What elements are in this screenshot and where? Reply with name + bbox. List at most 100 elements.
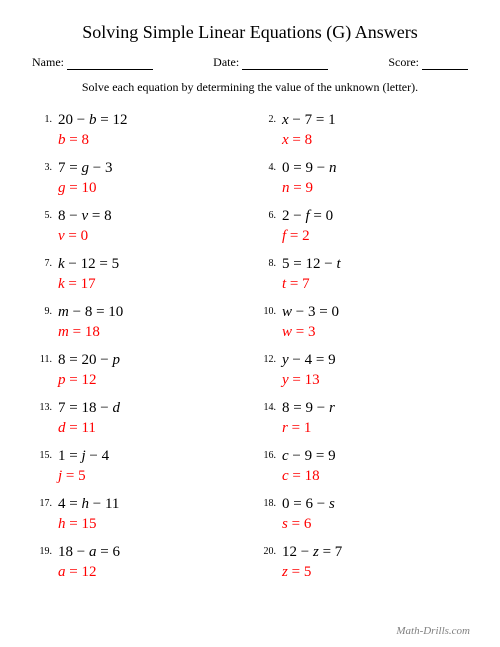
problem-equation: 7 = 18 − d <box>58 399 120 419</box>
problem-item: 4.0 = 9 − nn = 9 <box>260 159 464 198</box>
problem-answer: y = 13 <box>282 371 336 391</box>
problem-number: 9. <box>36 303 58 317</box>
problem-item: 14.8 = 9 − rr = 1 <box>260 399 464 438</box>
problem-item: 17.4 = h − 11h = 15 <box>36 495 240 534</box>
problem-item: 3.7 = g − 3g = 10 <box>36 159 240 198</box>
problem-equation: c − 9 = 9 <box>282 447 336 467</box>
problem-number: 19. <box>36 543 58 557</box>
problem-item: 8.5 = 12 − tt = 7 <box>260 255 464 294</box>
problem-answer: w = 3 <box>282 323 339 343</box>
problem-body: 0 = 6 − ss = 6 <box>282 495 335 534</box>
problem-number: 11. <box>36 351 58 365</box>
problem-number: 3. <box>36 159 58 173</box>
problem-item: 9.m − 8 = 10m = 18 <box>36 303 240 342</box>
problem-number: 5. <box>36 207 58 221</box>
problem-equation: x − 7 = 1 <box>282 111 336 131</box>
problem-answer: c = 18 <box>282 467 336 487</box>
problem-equation: 7 = g − 3 <box>58 159 112 179</box>
problem-equation: y − 4 = 9 <box>282 351 336 371</box>
problem-equation: k − 12 = 5 <box>58 255 119 275</box>
problem-item: 7.k − 12 = 5k = 17 <box>36 255 240 294</box>
problem-answer: b = 8 <box>58 131 127 151</box>
name-field: Name: <box>32 55 153 70</box>
problem-number: 16. <box>260 447 282 461</box>
problem-equation: 1 = j − 4 <box>58 447 109 467</box>
problem-body: 7 = 18 − dd = 11 <box>58 399 120 438</box>
problem-body: k − 12 = 5k = 17 <box>58 255 119 294</box>
problem-number: 17. <box>36 495 58 509</box>
problem-body: y − 4 = 9y = 13 <box>282 351 336 390</box>
problem-answer: v = 0 <box>58 227 112 247</box>
problem-item: 11.8 = 20 − pp = 12 <box>36 351 240 390</box>
problem-body: 8 − v = 8v = 0 <box>58 207 112 246</box>
problem-equation: w − 3 = 0 <box>282 303 339 323</box>
date-label: Date: <box>213 55 239 70</box>
problem-answer: m = 18 <box>58 323 123 343</box>
problem-number: 6. <box>260 207 282 221</box>
problem-equation: 4 = h − 11 <box>58 495 119 515</box>
problem-answer: j = 5 <box>58 467 109 487</box>
problem-equation: 8 = 9 − r <box>282 399 335 419</box>
problem-number: 2. <box>260 111 282 125</box>
problem-equation: 8 − v = 8 <box>58 207 112 227</box>
problem-item: 19.18 − a = 6a = 12 <box>36 543 240 582</box>
problem-equation: 0 = 9 − n <box>282 159 336 179</box>
name-line <box>67 58 153 70</box>
problem-number: 7. <box>36 255 58 269</box>
problem-number: 20. <box>260 543 282 557</box>
problem-number: 1. <box>36 111 58 125</box>
problem-answer: x = 8 <box>282 131 336 151</box>
problem-equation: 2 − f = 0 <box>282 207 333 227</box>
date-line <box>242 58 328 70</box>
problem-number: 14. <box>260 399 282 413</box>
header-fields: Name: Date: Score: <box>30 55 470 70</box>
footer-text: Math-Drills.com <box>396 625 470 637</box>
problem-body: 8 = 9 − rr = 1 <box>282 399 335 438</box>
score-field: Score: <box>388 55 468 70</box>
problem-body: 18 − a = 6a = 12 <box>58 543 120 582</box>
problem-number: 13. <box>36 399 58 413</box>
problem-item: 5.8 − v = 8v = 0 <box>36 207 240 246</box>
problem-item: 18.0 = 6 − ss = 6 <box>260 495 464 534</box>
problem-equation: 20 − b = 12 <box>58 111 127 131</box>
problem-body: x − 7 = 1x = 8 <box>282 111 336 150</box>
problem-answer: t = 7 <box>282 275 341 295</box>
problem-equation: 0 = 6 − s <box>282 495 335 515</box>
problem-answer: a = 12 <box>58 563 120 583</box>
problem-body: 5 = 12 − tt = 7 <box>282 255 341 294</box>
problem-number: 12. <box>260 351 282 365</box>
problem-equation: 12 − z = 7 <box>282 543 342 563</box>
date-field: Date: <box>213 55 328 70</box>
name-label: Name: <box>32 55 64 70</box>
problem-answer: f = 2 <box>282 227 333 247</box>
problem-item: 15.1 = j − 4j = 5 <box>36 447 240 486</box>
problem-number: 10. <box>260 303 282 317</box>
problem-item: 13.7 = 18 − dd = 11 <box>36 399 240 438</box>
problem-answer: d = 11 <box>58 419 120 439</box>
problem-body: 4 = h − 11h = 15 <box>58 495 119 534</box>
problem-item: 2.x − 7 = 1x = 8 <box>260 111 464 150</box>
problem-body: 7 = g − 3g = 10 <box>58 159 112 198</box>
problem-answer: z = 5 <box>282 563 342 583</box>
problem-number: 15. <box>36 447 58 461</box>
problem-equation: 18 − a = 6 <box>58 543 120 563</box>
score-label: Score: <box>388 55 419 70</box>
problem-answer: g = 10 <box>58 179 112 199</box>
instructions-text: Solve each equation by determining the v… <box>30 80 470 95</box>
problem-number: 18. <box>260 495 282 509</box>
problem-answer: k = 17 <box>58 275 119 295</box>
problem-number: 8. <box>260 255 282 269</box>
problem-answer: p = 12 <box>58 371 120 391</box>
score-line <box>422 58 468 70</box>
problem-body: 2 − f = 0f = 2 <box>282 207 333 246</box>
problems-grid: 1.20 − b = 12b = 82.x − 7 = 1x = 83.7 = … <box>30 111 470 582</box>
problem-item: 6.2 − f = 0f = 2 <box>260 207 464 246</box>
problem-equation: m − 8 = 10 <box>58 303 123 323</box>
problem-answer: h = 15 <box>58 515 119 535</box>
problem-body: 1 = j − 4j = 5 <box>58 447 109 486</box>
problem-body: 20 − b = 12b = 8 <box>58 111 127 150</box>
problem-item: 1.20 − b = 12b = 8 <box>36 111 240 150</box>
problem-equation: 8 = 20 − p <box>58 351 120 371</box>
problem-item: 20.12 − z = 7z = 5 <box>260 543 464 582</box>
problem-body: w − 3 = 0w = 3 <box>282 303 339 342</box>
